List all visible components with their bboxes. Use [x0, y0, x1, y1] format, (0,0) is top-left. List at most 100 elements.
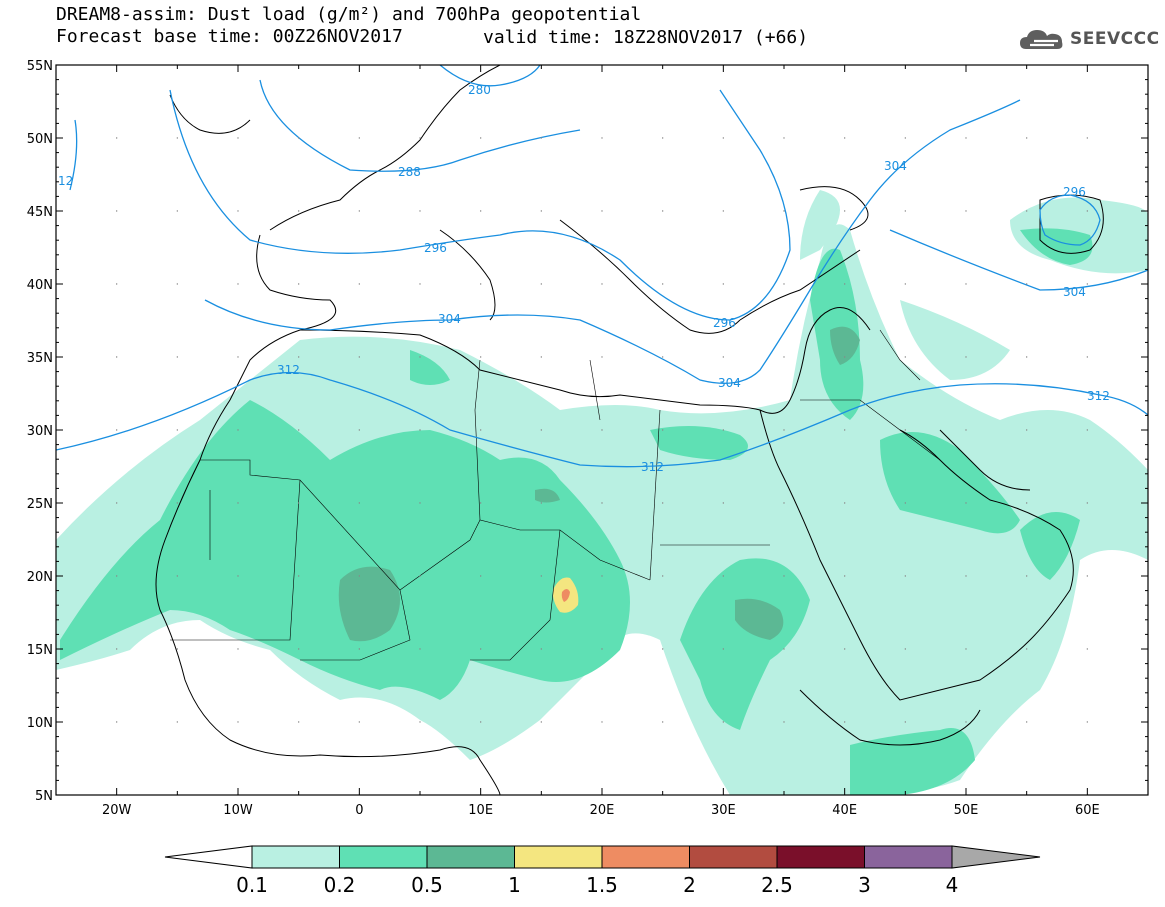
- colorbar-label: 4: [946, 873, 959, 897]
- lat-label: 55N: [27, 59, 53, 74]
- svg-text:304: 304: [718, 376, 741, 390]
- colorbar-swatch: [514, 845, 603, 869]
- grid-point: [419, 283, 421, 285]
- svg-text:304: 304: [438, 312, 461, 326]
- grid-point: [1086, 356, 1089, 358]
- grid-point: [661, 429, 664, 431]
- svg-text:296: 296: [713, 316, 736, 330]
- grid-point: [783, 648, 785, 650]
- grid-point: [176, 356, 179, 358]
- contour-labels: 280 288 296 304 312 304 296 304 312 312 …: [58, 83, 1110, 474]
- svg-text:312: 312: [641, 460, 664, 474]
- grid-point: [176, 283, 179, 285]
- grid-point: [843, 648, 846, 650]
- grid-point: [661, 575, 664, 577]
- dust-hotspot: [552, 577, 579, 613]
- grid-point: [358, 356, 361, 358]
- grid-point: [843, 137, 846, 139]
- grid-point: [601, 137, 603, 139]
- grid-point: [1086, 283, 1089, 285]
- grid-point: [237, 137, 239, 139]
- grid-point: [358, 210, 361, 212]
- grid-point: [783, 137, 785, 139]
- axis-ticks: [55, 64, 1149, 796]
- grid-point: [479, 575, 482, 577]
- grid-point: [358, 283, 361, 285]
- longitude-labels: 20W 10W 0 10E 20E 30E 40E 50E 60E: [102, 803, 1100, 818]
- grid-point: [965, 721, 967, 723]
- grid-point: [115, 137, 118, 139]
- grid-point: [540, 283, 543, 285]
- grid-point: [115, 210, 118, 212]
- grid-point: [601, 429, 603, 431]
- grid-point: [965, 648, 967, 650]
- grid-point: [843, 283, 846, 285]
- grid-point: [176, 210, 179, 212]
- grid-point: [115, 721, 118, 723]
- grid-point: [358, 502, 361, 504]
- grid-point: [176, 429, 179, 431]
- valid-time: valid time: 18Z28NOV2017 (+66): [483, 27, 809, 48]
- grid-point: [965, 283, 967, 285]
- grid-point: [783, 721, 785, 723]
- lat-label: 5N: [35, 789, 53, 804]
- grid-point: [843, 721, 846, 723]
- grid-point: [297, 210, 300, 212]
- grid-point: [783, 356, 785, 358]
- grid-point: [479, 356, 482, 358]
- grid-point: [297, 356, 300, 358]
- grid-point: [237, 502, 239, 504]
- grid-point: [479, 283, 482, 285]
- grid-point: [1025, 502, 1028, 504]
- lat-label: 35N: [27, 351, 53, 366]
- colorbar-label: 0.1: [236, 873, 268, 897]
- grid-point: [1086, 502, 1089, 504]
- lat-label: 40N: [27, 278, 53, 293]
- lat-label: 30N: [27, 424, 53, 439]
- grid-point: [540, 137, 543, 139]
- lon-label: 60E: [1075, 803, 1100, 818]
- grid-point: [661, 137, 664, 139]
- lat-label: 15N: [27, 643, 53, 658]
- colorbar-label: 1: [508, 873, 521, 897]
- grid-point: [1025, 575, 1028, 577]
- grid-point: [115, 575, 118, 577]
- grid-point: [843, 356, 846, 358]
- grid-point: [115, 648, 118, 650]
- grid-point: [601, 721, 603, 723]
- grid-point: [237, 721, 239, 723]
- colorbar-low-arrow: [164, 845, 253, 869]
- grid-point: [843, 502, 846, 504]
- grid-point: [479, 648, 482, 650]
- forecast-base-time: Forecast base time: 00Z26NOV2017: [56, 26, 403, 47]
- grid-point: [297, 502, 300, 504]
- grid-point: [540, 502, 543, 504]
- grid-point: [1025, 648, 1028, 650]
- grid-point: [1086, 648, 1089, 650]
- grid-point: [1025, 137, 1028, 139]
- grid-point: [722, 356, 725, 358]
- grid-point: [904, 429, 907, 431]
- colorbar-swatch: [251, 845, 340, 869]
- grid-point: [601, 210, 603, 212]
- grid-point: [419, 502, 421, 504]
- grid-points: [115, 137, 1089, 723]
- grid-point: [722, 648, 725, 650]
- grid-point: [661, 283, 664, 285]
- grid-point: [601, 575, 603, 577]
- grid-point: [297, 429, 300, 431]
- grid-point: [237, 429, 239, 431]
- lon-label: 50E: [954, 803, 979, 818]
- grid-point: [479, 429, 482, 431]
- grid-point: [601, 356, 603, 358]
- logo-text: SEEVCCC: [1070, 29, 1160, 49]
- grid-point: [722, 502, 725, 504]
- svg-text:312: 312: [1087, 389, 1110, 403]
- grid-point: [176, 502, 179, 504]
- grid-point: [904, 283, 907, 285]
- grid-point: [661, 356, 664, 358]
- grid-point: [601, 502, 603, 504]
- grid-point: [722, 137, 725, 139]
- geopotential-contours: [56, 65, 1148, 468]
- grid-point: [540, 575, 543, 577]
